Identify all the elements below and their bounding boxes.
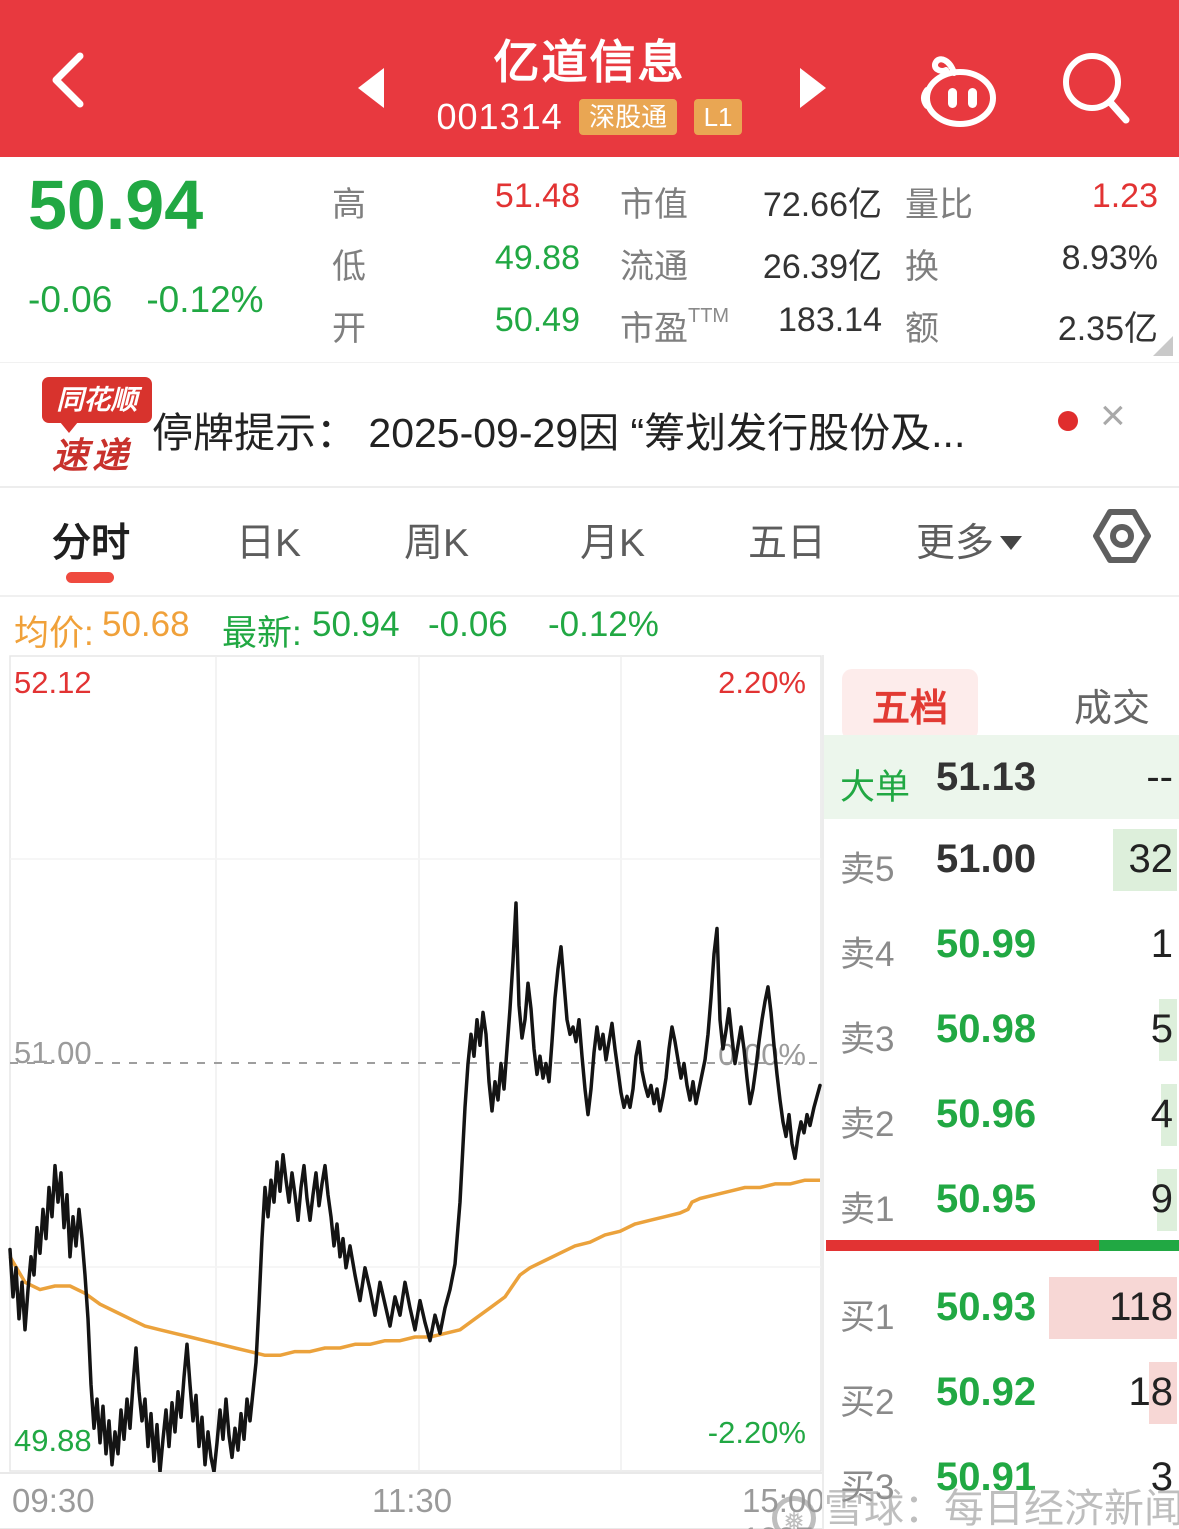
low-value: 49.88 <box>494 239 580 277</box>
stock-code-row: 001314 深股通 L1 <box>0 96 1179 138</box>
float-label: 流通 <box>620 248 688 286</box>
header-bar: 亿道信息 001314 深股通 L1 <box>0 0 1179 157</box>
pe-value: 183.14 <box>778 301 882 339</box>
timeseries-svg[interactable] <box>0 655 822 1472</box>
search-icon[interactable] <box>1048 40 1144 136</box>
y-tick-low: 49.88 <box>14 1423 92 1458</box>
ask2-depth-bar <box>1161 1084 1177 1146</box>
latest-change: -0.06 <box>428 605 508 644</box>
tab-trades[interactable]: 成交 <box>1074 688 1151 730</box>
minute-chart-panel[interactable]: 52.12 2.20% 51.00 0.00% 49.88 -2.20% 09:… <box>0 655 825 1529</box>
pe-label: 市盈TTM <box>620 305 730 348</box>
y-tick-high: 52.12 <box>14 665 92 700</box>
price-line <box>8 901 822 1472</box>
l1-badge: L1 <box>693 98 743 136</box>
time-axis: 09:30 11:30 15:00 <box>0 1472 825 1529</box>
time-tick-open: 09:30 <box>12 1482 95 1519</box>
ask3-depth-bar <box>1159 999 1177 1061</box>
ask-row-2[interactable]: 卖2 50.96 4 <box>824 1072 1179 1157</box>
robot-assistant-icon[interactable] <box>910 40 1006 136</box>
average-price-line <box>8 1178 820 1358</box>
ask-row-3[interactable]: 卖3 50.98 5 <box>824 987 1179 1072</box>
change-value: -0.06 <box>28 279 113 320</box>
prev-stock-icon[interactable] <box>358 68 384 108</box>
chevron-down-icon <box>1000 536 1023 550</box>
pe-ttm-sup: TTM <box>688 305 730 327</box>
change-percent: -0.12% <box>146 279 264 320</box>
ths-logo-sub: 速递 <box>52 435 133 476</box>
quote-summary: 50.94 -0.06 -0.12% 高 51.48 低 49.88 开 50.4… <box>0 157 1179 363</box>
big-order-label: 大单 <box>840 768 911 807</box>
back-icon[interactable] <box>48 52 88 108</box>
latest-value: 50.94 <box>312 605 400 644</box>
turnover-value: 8.93% <box>1061 239 1158 277</box>
pct-tick-high: 2.20% <box>718 665 806 700</box>
tab-five-day[interactable]: 五日 <box>748 522 827 565</box>
high-label: 高 <box>332 186 366 224</box>
big-order-price: 51.13 <box>936 755 1037 799</box>
tab-weekly-k[interactable]: 周K <box>404 522 470 565</box>
float-value: 26.39亿 <box>762 248 882 286</box>
amount-value: 2.35亿 <box>1057 310 1158 348</box>
order-book-panel: 五档 成交 大单 51.13 -- 卖5 51.00 32 卖4 50.99 1… <box>822 655 1179 1529</box>
big-order-row[interactable]: 大单 51.13 -- <box>824 735 1179 819</box>
open-label: 开 <box>332 310 366 348</box>
volume-ratio-label: 量比 <box>905 186 973 224</box>
snowball-logo-icon: ❅ <box>772 1496 816 1529</box>
low-label: 低 <box>332 248 366 286</box>
avg-price-value: 50.68 <box>102 605 190 644</box>
bid-row-2[interactable]: 买2 50.92 18 <box>824 1350 1179 1435</box>
notice-text: 停牌提示： 2025-09-29因 “筹划发行股份及... <box>152 410 966 456</box>
stock-title: 亿道信息 <box>493 36 686 88</box>
active-tab-underline <box>66 572 114 583</box>
expand-stats-icon[interactable] <box>1153 336 1173 356</box>
tab-minute[interactable]: 分时 <box>52 522 131 565</box>
watermark-text: 雪球：每日经济新闻 <box>824 1487 1179 1529</box>
avg-price-label: 均价: <box>14 614 94 653</box>
bid-row-1[interactable]: 买1 50.93 118 <box>824 1265 1179 1350</box>
big-order-qty: -- <box>1146 755 1173 799</box>
bid-row-3[interactable]: 买3 50.91 3 <box>840 1455 1173 1507</box>
ask-row-5[interactable]: 卖5 51.00 32 <box>824 817 1179 902</box>
next-stock-icon[interactable] <box>800 68 826 108</box>
turnover-label: 换 <box>905 248 939 286</box>
marketcap-value: 72.66亿 <box>762 186 882 224</box>
stock-code: 001314 <box>436 96 563 137</box>
unread-dot <box>1058 411 1078 431</box>
watermark: ❅ 雪球：每日经济新闻 <box>772 1476 1179 1529</box>
suspension-notice-bar[interactable]: 同花顺 速递 停牌提示： 2025-09-29因 “筹划发行股份及... × <box>0 363 1179 488</box>
ask5-depth-bar <box>1113 829 1177 891</box>
last-price: 50.94 <box>28 166 204 244</box>
chart-tab-bar: 分时 日K 周K 月K 五日 更多 <box>0 488 1179 597</box>
price-change: -0.06 -0.12% <box>28 279 298 321</box>
pct-tick-low: -2.20% <box>707 1415 806 1450</box>
close-notice-icon[interactable]: × <box>1100 391 1126 440</box>
tab-five-levels[interactable]: 五档 <box>842 669 979 740</box>
y-tick-mid: 51.00 <box>14 1035 92 1070</box>
latest-label: 最新: <box>222 614 302 653</box>
tab-more[interactable]: 更多 <box>916 512 1023 568</box>
ask-row-4[interactable]: 卖4 50.99 1 <box>840 922 1173 974</box>
high-value: 51.48 <box>494 177 580 215</box>
buy-sell-ratio-bar <box>826 1240 1179 1251</box>
ths-logo: 同花顺 <box>42 377 152 433</box>
tab-monthly-k[interactable]: 月K <box>580 522 646 565</box>
sell-ratio-segment <box>826 1240 1100 1251</box>
chart-subheader: 均价: 50.68 最新: 50.94 -0.06 -0.12% <box>0 597 1179 655</box>
ask1-depth-bar <box>1157 1169 1177 1231</box>
time-tick-noon: 11:30 <box>372 1482 453 1519</box>
shenzhen-connect-badge: 深股通 <box>579 98 678 136</box>
bid2-depth-bar <box>1149 1362 1177 1424</box>
latest-percent: -0.12% <box>548 605 659 644</box>
marketcap-label: 市值 <box>620 186 688 224</box>
bid1-depth-bar <box>1049 1277 1177 1339</box>
ask-row-1[interactable]: 卖1 50.95 9 <box>824 1157 1179 1242</box>
open-value: 50.49 <box>494 301 580 339</box>
tab-daily-k[interactable]: 日K <box>236 522 302 565</box>
amount-label: 额 <box>905 310 939 348</box>
chart-settings-icon[interactable] <box>1088 502 1156 570</box>
volume-ratio-value: 1.23 <box>1091 177 1158 215</box>
